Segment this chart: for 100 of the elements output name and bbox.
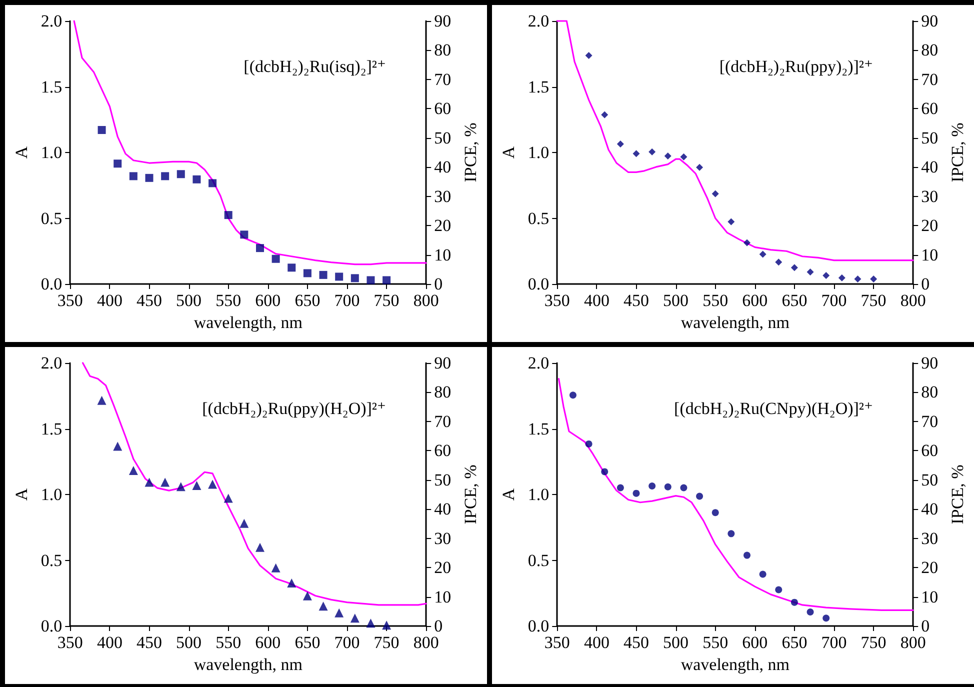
y-tick-label: 0.0 bbox=[528, 616, 550, 636]
y2-axis-title: IPCE, % bbox=[461, 464, 480, 524]
point bbox=[287, 578, 296, 588]
line-series bbox=[73, 20, 427, 266]
x-tick-label: 750 bbox=[860, 291, 886, 310]
point bbox=[366, 618, 376, 628]
y2-tick-label: 40 bbox=[434, 158, 452, 177]
x-tick-label: 800 bbox=[413, 291, 439, 310]
x-tick-label: 450 bbox=[136, 633, 162, 652]
y2-tick-label: 70 bbox=[921, 412, 938, 431]
point bbox=[192, 480, 202, 490]
y-tick-label: 1.5 bbox=[528, 77, 550, 96]
point bbox=[616, 140, 624, 148]
x-tick-label: 650 bbox=[782, 291, 808, 310]
x-tick-label: 600 bbox=[255, 291, 281, 310]
y-tick-label: 0.5 bbox=[40, 208, 62, 228]
y2-tick-label: 10 bbox=[434, 587, 452, 606]
point bbox=[569, 392, 576, 399]
x-tick-label: 700 bbox=[821, 291, 847, 310]
x-tick-label: 550 bbox=[702, 291, 728, 310]
y-tick-label: 1.5 bbox=[528, 419, 550, 438]
x-tick-label: 700 bbox=[821, 633, 847, 652]
y-tick-label: 1.0 bbox=[40, 485, 62, 504]
x-tick-label: 800 bbox=[900, 633, 926, 652]
y2-tick-label: 90 bbox=[921, 354, 938, 372]
point bbox=[585, 440, 592, 448]
point bbox=[350, 614, 360, 623]
point bbox=[696, 164, 704, 171]
text: [(dcbH₂)₂Ru(isq)₂]²⁺ bbox=[244, 57, 386, 76]
point bbox=[759, 250, 766, 258]
point bbox=[319, 270, 328, 279]
x-tick-label: 350 bbox=[544, 633, 570, 652]
y2-axis-title: IPCE, % bbox=[461, 122, 480, 182]
y-axis-title: A bbox=[499, 146, 518, 159]
point bbox=[97, 396, 106, 405]
y2-tick-label: 20 bbox=[434, 216, 452, 236]
y2-tick-label: 40 bbox=[434, 500, 452, 519]
y2-tick-label: 90 bbox=[434, 354, 452, 372]
text: [(dcbH₂)₂Ru(ppy)₂)]²⁺ bbox=[719, 57, 873, 76]
x-tick-label: 600 bbox=[742, 633, 768, 652]
point bbox=[822, 272, 830, 280]
x-tick-label: 400 bbox=[584, 291, 610, 310]
point bbox=[616, 484, 624, 492]
point bbox=[255, 542, 264, 552]
point bbox=[303, 269, 312, 278]
point bbox=[854, 276, 862, 283]
x-axis-title: wavelength, nm bbox=[680, 313, 790, 332]
x-tick-label: 450 bbox=[624, 633, 649, 652]
y2-tick-label: 0 bbox=[434, 274, 443, 294]
x-tick-label: 750 bbox=[374, 291, 400, 310]
x-tick-label: 400 bbox=[96, 633, 122, 652]
x-tick-label: 450 bbox=[624, 291, 649, 310]
point bbox=[382, 620, 392, 630]
y2-tick-label: 30 bbox=[921, 528, 938, 548]
y-tick-label: 0.0 bbox=[528, 274, 550, 294]
x-tick-label: 750 bbox=[860, 633, 886, 652]
point bbox=[743, 239, 750, 246]
point bbox=[224, 211, 232, 220]
point bbox=[256, 244, 264, 252]
point bbox=[632, 150, 640, 158]
point bbox=[648, 148, 656, 156]
y2-tick-label: 90 bbox=[434, 12, 452, 30]
y2-tick-label: 40 bbox=[921, 500, 938, 519]
x-tick-label: 400 bbox=[584, 633, 610, 652]
y2-tick-label: 90 bbox=[921, 12, 938, 30]
y2-tick-label: 80 bbox=[921, 40, 938, 60]
point bbox=[335, 272, 344, 281]
y2-tick-label: 10 bbox=[921, 587, 938, 606]
point bbox=[240, 230, 248, 239]
point bbox=[790, 598, 798, 606]
point bbox=[161, 172, 170, 180]
point bbox=[288, 264, 296, 272]
point bbox=[775, 586, 782, 594]
y-tick-label: 2.0 bbox=[40, 12, 62, 30]
point bbox=[114, 160, 122, 168]
y2-tick-label: 80 bbox=[434, 382, 452, 402]
y-tick-label: 0.0 bbox=[40, 274, 62, 294]
point bbox=[350, 274, 359, 282]
y2-axis-title: IPCE, % bbox=[948, 122, 967, 182]
x-tick-label: 500 bbox=[176, 291, 202, 310]
y2-tick-label: 0 bbox=[434, 616, 443, 636]
y-tick-label: 0.5 bbox=[528, 208, 550, 228]
y2-tick-label: 30 bbox=[434, 528, 452, 548]
x-tick-label: 650 bbox=[294, 633, 320, 652]
y2-tick-label: 60 bbox=[921, 99, 938, 118]
y-axis-title: A bbox=[12, 488, 31, 501]
y-axis-title: A bbox=[12, 146, 31, 159]
point bbox=[192, 175, 201, 184]
x-tick-label: 650 bbox=[294, 291, 320, 310]
point bbox=[712, 509, 719, 516]
x-tick-label: 700 bbox=[334, 633, 360, 652]
x-tick-label: 350 bbox=[57, 291, 83, 310]
point bbox=[208, 480, 218, 489]
point bbox=[240, 518, 249, 528]
line-series bbox=[558, 378, 914, 612]
y2-tick-label: 70 bbox=[434, 70, 452, 89]
y-tick-label: 1.0 bbox=[528, 143, 550, 162]
point bbox=[208, 179, 217, 188]
point bbox=[176, 170, 185, 178]
y-tick-label: 2.0 bbox=[528, 12, 550, 30]
